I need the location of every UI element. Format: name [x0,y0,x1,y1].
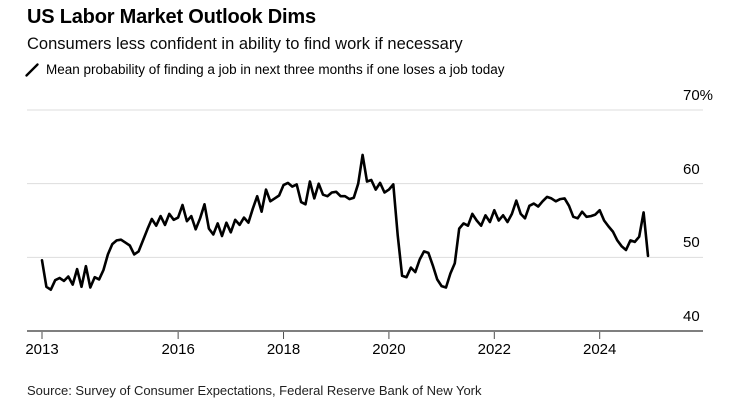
x-axis-label: 2016 [161,341,195,358]
y-axis-label: 60 [683,160,700,178]
x-axis-label: 2013 [25,341,59,358]
legend: Mean probability of finding a job in nex… [25,62,505,77]
y-axis-label: 40 [683,308,700,325]
y-axis-label: 50 [683,234,700,252]
x-axis-label: 2022 [477,341,511,358]
x-axis-label: 2020 [372,341,406,358]
data-line-series [40,153,650,292]
y-axis-label: 70% [683,87,714,104]
line-slash-icon [25,62,39,77]
legend-label: Mean probability of finding a job in nex… [46,62,505,77]
x-axis-label: 2018 [266,341,301,358]
chart-title: US Labor Market Outlook Dims [27,6,316,28]
chart-subtitle: Consumers less confident in ability to f… [27,35,463,53]
x-axis-label: 2024 [583,341,617,358]
source-line: Source: Survey of Consumer Expectations,… [27,383,482,398]
